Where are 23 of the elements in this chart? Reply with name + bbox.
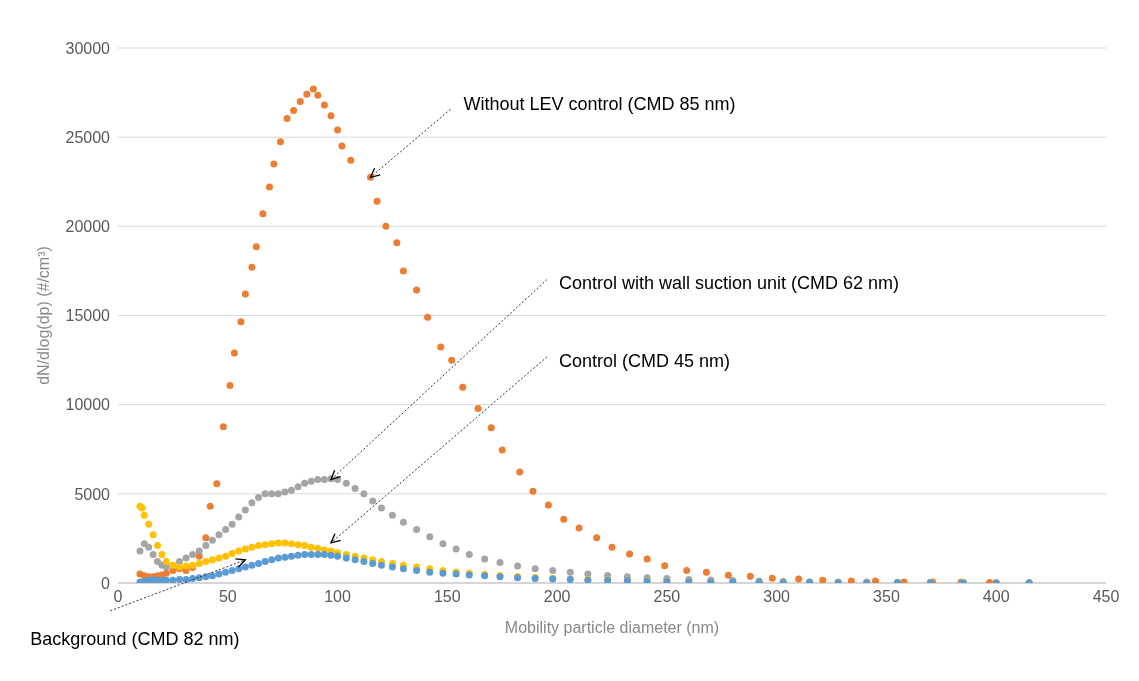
- annotation: Control with wall suction unit (CMD 62 nm): [558, 273, 900, 294]
- x-tick-label: 450: [1092, 588, 1120, 606]
- y-tick-label: 10000: [65, 396, 111, 414]
- annotation: Background (CMD 82 nm): [30, 628, 240, 649]
- y-tick-label: 25000: [65, 128, 111, 146]
- x-tick-label: 0: [113, 588, 123, 606]
- y-tick-label: 15000: [65, 307, 111, 325]
- x-tick-label: 250: [653, 588, 681, 606]
- y-axis-title: dN/dlog(dp) (#/cm³): [34, 246, 52, 385]
- annotation: Without LEV control (CMD 85 nm): [463, 94, 736, 115]
- x-tick-label: 350: [873, 588, 900, 606]
- y-tick-label: 0: [101, 574, 111, 592]
- y-tick-label: 5000: [74, 485, 111, 503]
- x-tick-label: 50: [218, 588, 237, 606]
- x-axis-title: Mobility particle diameter (nm): [504, 619, 720, 636]
- x-tick-label: 200: [543, 588, 571, 606]
- annotation: Control (CMD 45 nm): [558, 350, 731, 371]
- y-tick-label: 30000: [65, 39, 111, 57]
- y-tick-label: 20000: [65, 218, 111, 236]
- x-tick-label: 300: [763, 588, 791, 606]
- x-tick-label: 100: [324, 588, 351, 606]
- x-tick-label: 400: [982, 588, 1010, 606]
- x-tick-label: 150: [433, 588, 461, 606]
